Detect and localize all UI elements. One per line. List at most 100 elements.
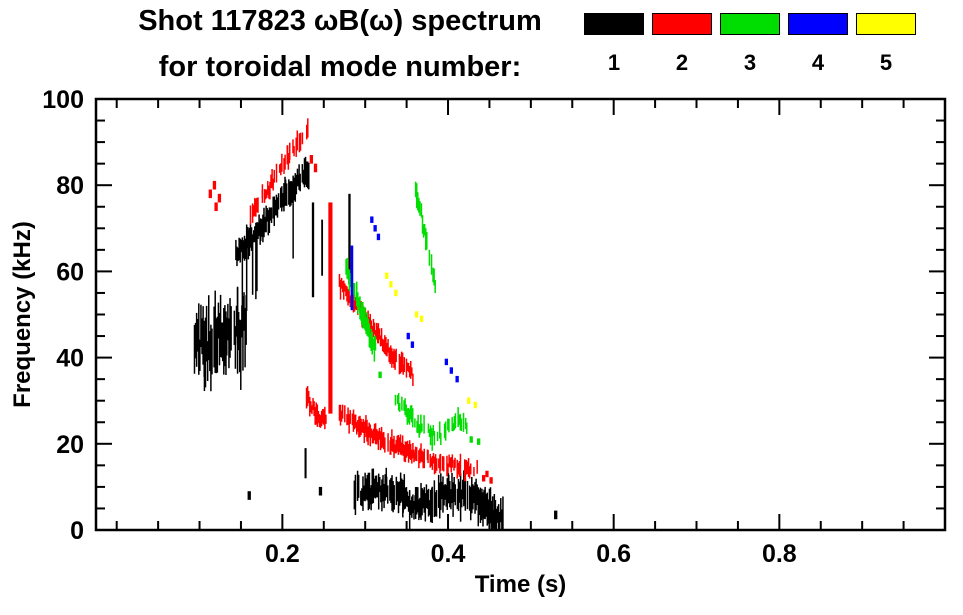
mode-1-mark: [458, 481, 461, 503]
mode-2-mark: [296, 130, 299, 151]
mode-2-mark: [435, 458, 438, 471]
mode-1-mark: [244, 238, 247, 260]
mode-1-mark: [228, 318, 230, 369]
mode-1-mark: [262, 214, 264, 243]
mode-2-mark: [341, 404, 344, 419]
mode-1-mark: [242, 240, 245, 259]
mode-1-mark: [382, 475, 384, 502]
mode-1-mark: [462, 479, 464, 500]
mode-1-mark: [381, 479, 383, 512]
mode-1-mark: [404, 487, 407, 509]
mode-2-mark: [338, 404, 341, 421]
mode-3-mark: [398, 403, 401, 412]
mode-1-mark: [451, 472, 453, 504]
legend-label-mode2: 2: [675, 50, 689, 75]
mode-1-mark: [417, 487, 419, 513]
mode-2-mark: [324, 406, 326, 430]
x-tick-label: 0.2: [265, 540, 300, 568]
mode-1-mark: [221, 322, 224, 362]
mode-2-mark: [449, 457, 451, 468]
mode-3-mark: [430, 254, 433, 275]
mode-5-mark: [467, 397, 471, 404]
mode-2-mark: [368, 422, 370, 438]
mode-1-mark: [270, 207, 273, 224]
mode-3-mark: [454, 413, 457, 429]
mode-2-mark: [403, 357, 406, 373]
mode-2-mark: [372, 428, 375, 444]
mode-1-mark: [500, 498, 502, 523]
mode-2-mark: [450, 457, 453, 473]
chart-subtitle: for toroidal mode number:: [158, 50, 522, 83]
mode-1-mark: [293, 177, 295, 201]
mode-1-mark: [276, 197, 279, 218]
mode-2-mark: [405, 441, 408, 458]
mode-2-mark: [344, 283, 346, 292]
mode-2-mark: [367, 426, 369, 446]
mode-1-mark: [373, 478, 376, 498]
y-tick-label: 20: [56, 431, 84, 459]
mode-1-mark: [399, 472, 402, 504]
mode-2-mark: [381, 432, 384, 448]
mode-1-mark: [321, 219, 324, 276]
mode-1-mark: [473, 485, 475, 504]
mode-1-mark: [377, 473, 380, 510]
mode-1-mark: [258, 214, 260, 237]
mode-2-mark: [384, 437, 386, 453]
mode-1-mark: [435, 490, 438, 517]
mode-2-mark: [313, 163, 318, 173]
mode-2-mark: [421, 450, 423, 463]
mode-2-mark: [442, 456, 445, 472]
mode-1-mark: [476, 484, 478, 505]
mode-1-mark: [248, 227, 251, 256]
mode-1-mark: [429, 489, 432, 523]
mode-1-mark: [411, 496, 413, 518]
mode-1-mark: [494, 499, 497, 530]
mode-1-mark: [390, 477, 392, 504]
mode-2-mark: [351, 413, 354, 426]
mode-5-mark: [385, 272, 389, 279]
mode-1-mark: [194, 322, 197, 359]
mode-1-mark: [348, 193, 351, 285]
mode-1-mark: [448, 474, 450, 503]
mode-1-mark: [229, 298, 231, 358]
mode-2-mark: [412, 373, 414, 387]
mode-3-mark: [464, 417, 467, 430]
mode-3-mark: [394, 394, 397, 406]
mode-1-mark: [469, 487, 472, 521]
mode-1-mark: [421, 488, 423, 516]
mode-2-mark: [392, 351, 394, 364]
mode-3-mark: [345, 259, 347, 275]
mode-2-mark: [458, 461, 461, 477]
mode-1-mark: [397, 482, 400, 514]
mode-2-mark: [378, 427, 381, 440]
chart-title: Shot 117823 ωB(ω) spectrum: [138, 5, 542, 37]
mode-1-mark: [400, 478, 403, 502]
mode-3-mark: [348, 269, 351, 292]
mode-2-mark: [405, 358, 408, 378]
mode-1-mark: [216, 316, 219, 373]
mode-2-mark: [249, 205, 252, 225]
mode-3-mark: [458, 414, 460, 425]
mode-2-mark: [390, 345, 392, 362]
mode-1-mark: [385, 476, 388, 492]
legend-label-mode5: 5: [879, 50, 893, 75]
mode-2-mark: [344, 405, 346, 423]
mode-2-mark: [309, 397, 311, 417]
mode-2-mark: [254, 197, 256, 217]
mode-1-mark: [468, 485, 471, 511]
mode-2-mark: [429, 453, 431, 468]
mode-2-mark: [341, 281, 344, 293]
mode-2-mark: [408, 365, 411, 378]
mode-4-mark: [444, 358, 449, 366]
mode-2-mark: [367, 310, 369, 325]
mode-2-mark: [343, 280, 345, 300]
mode-3-mark: [414, 181, 417, 198]
mode-1-mark: [243, 235, 246, 261]
mode-1-mark: [239, 238, 241, 263]
mode-2-mark: [374, 330, 377, 341]
mode-2-mark: [263, 189, 266, 203]
mode-1-mark: [265, 205, 267, 233]
mode-2-mark: [321, 409, 324, 424]
mode-2-mark: [406, 440, 409, 457]
mode-1-mark: [498, 511, 501, 530]
